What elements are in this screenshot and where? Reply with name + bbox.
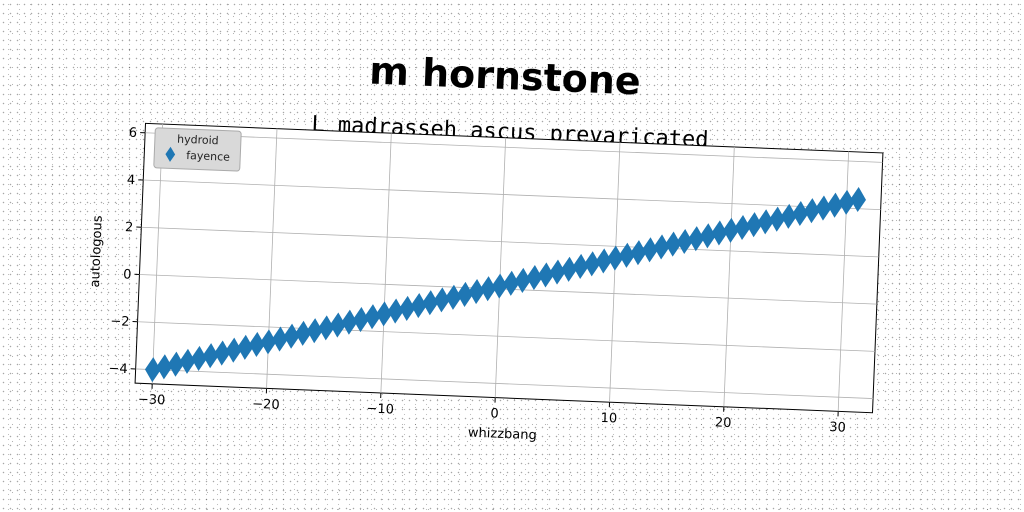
y-grid-line: [141, 226, 879, 258]
x-grid-line: [723, 146, 735, 407]
y-grid-line: [145, 132, 883, 163]
figure-title: m hornstone: [368, 49, 641, 104]
x-grid-line: [609, 142, 621, 403]
x-tick-label: −30: [138, 392, 166, 408]
y-tick-label: 0: [123, 267, 132, 282]
y-axis-label: autologous: [88, 215, 106, 288]
x-axis-label: whizzbang: [468, 426, 537, 444]
x-tick-label: 10: [600, 411, 617, 427]
plot-frame: [134, 122, 884, 414]
grid: [134, 122, 884, 414]
x-grid-line: [494, 137, 507, 398]
legend-box: [153, 127, 242, 172]
y-grid-line: [143, 179, 881, 211]
x-grid-line: [380, 133, 392, 394]
data-point: [850, 186, 866, 213]
y-tick-label: 6: [129, 126, 138, 141]
x-tick-label: −10: [366, 401, 394, 417]
x-tick-label: 0: [490, 406, 499, 421]
y-tick-label: 4: [127, 173, 136, 188]
x-tick-label: 20: [715, 415, 732, 431]
y-grid-line: [135, 368, 874, 399]
x-tick-label: 30: [829, 420, 846, 436]
data-points: [144, 186, 866, 383]
y-tick-label: −2: [110, 314, 130, 330]
x-tick-label: −20: [252, 397, 280, 413]
legend-marker: [165, 146, 176, 162]
legend-title: hydroid: [177, 133, 219, 148]
y-tick-label: 2: [125, 220, 134, 235]
y-grid-line: [137, 321, 875, 352]
y-tick-label: −4: [108, 361, 128, 377]
legend-entry: fayence: [186, 149, 230, 164]
